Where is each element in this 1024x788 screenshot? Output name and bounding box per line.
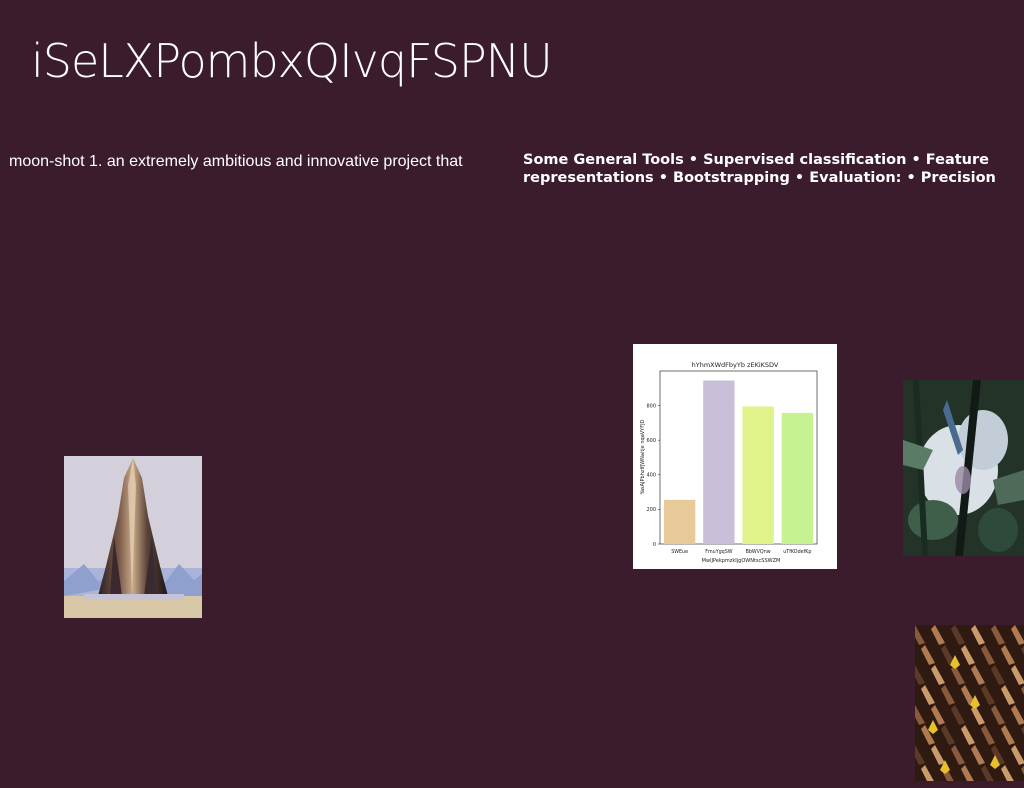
right-text-block: Some General Tools • Supervised classifi… [523, 151, 1003, 187]
x-tick-label: BbWVQnw [746, 549, 771, 555]
bar-FmuYgqSW [703, 381, 734, 544]
chart-title: hYhmXWdFbyYb zEKiKSDV [692, 361, 779, 369]
bar-uTfKOdefKp [782, 413, 813, 544]
y-tick-label: 600 [646, 438, 656, 444]
y-tick-label: 0 [653, 542, 656, 548]
y-tick-label: 800 [646, 403, 656, 409]
bar-BbWVQnw [742, 406, 773, 544]
page-title: iSeLXPombxQIvqFSPNU [31, 34, 552, 88]
forest-image [903, 380, 1024, 556]
chart-ylabel: YasAJPbhzIfJWNaitje nqaVYFJD [640, 419, 646, 495]
pattern-image [915, 625, 1024, 781]
y-tick-label: 200 [646, 507, 656, 513]
y-tick-label: 400 [646, 473, 656, 479]
chart-xlabel: MwlJPekpmzkIjgOWNtscSSWZM [702, 558, 781, 564]
bar-chart: hYhmXWdFbyYb zEKiKSDV YasAJPbhzIfJWNaitj… [633, 344, 837, 569]
x-tick-label: SWEue [671, 549, 688, 555]
left-text-block: moon-shot 1. an extremely ambitious and … [9, 152, 479, 172]
x-tick-label: uTfKOdefKp [783, 549, 811, 555]
bar-SWEue [664, 500, 695, 544]
tower-image [64, 456, 202, 618]
x-tick-label: FmuYgqSW [705, 549, 733, 555]
